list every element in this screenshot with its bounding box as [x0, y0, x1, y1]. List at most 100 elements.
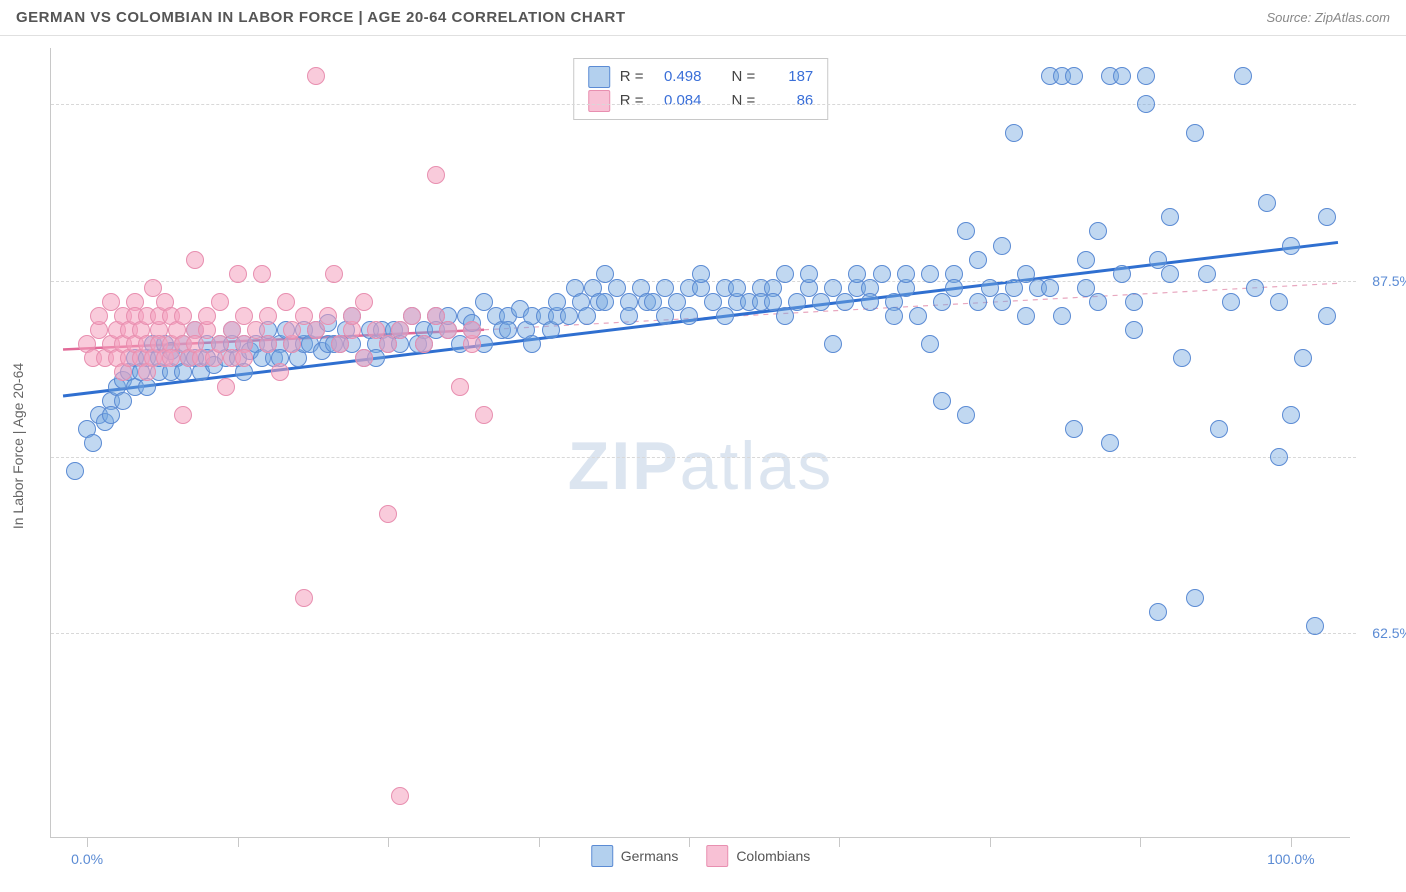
n-value: 187: [765, 65, 813, 89]
scatter-point: [993, 293, 1011, 311]
legend-swatch: [706, 845, 728, 867]
scatter-point: [295, 589, 313, 607]
gridline-horizontal: [51, 633, 1356, 634]
legend-label: Colombians: [736, 848, 810, 864]
scatter-point: [379, 335, 397, 353]
x-tick: [238, 837, 239, 847]
scatter-point: [1125, 321, 1143, 339]
scatter-point: [1318, 307, 1336, 325]
scatter-point: [162, 349, 180, 367]
source-attribution: Source: ZipAtlas.com: [1266, 10, 1390, 25]
legend-swatch: [588, 90, 610, 112]
scatter-point: [1270, 448, 1288, 466]
scatter-point: [325, 265, 343, 283]
scatter-point: [969, 251, 987, 269]
r-label: R =: [620, 89, 644, 113]
scatter-point: [1137, 67, 1155, 85]
scatter-point: [277, 293, 295, 311]
scatter-point: [253, 265, 271, 283]
scatter-point: [1137, 95, 1155, 113]
bottom-legend: Germans Colombians: [591, 845, 811, 867]
x-tick: [87, 837, 88, 847]
scatter-point: [1089, 222, 1107, 240]
legend-item: Colombians: [706, 845, 810, 867]
scatter-point: [1005, 124, 1023, 142]
scatter-point: [993, 237, 1011, 255]
n-value: 86: [765, 89, 813, 113]
watermark-bold: ZIP: [568, 428, 680, 504]
scatter-point: [897, 265, 915, 283]
x-tick: [839, 837, 840, 847]
scatter-point: [1246, 279, 1264, 297]
scatter-point: [1173, 349, 1191, 367]
x-tick-label: 100.0%: [1267, 851, 1314, 867]
scatter-point: [259, 335, 277, 353]
scatter-point: [873, 265, 891, 283]
scatter-point: [463, 321, 481, 339]
n-label: N =: [732, 89, 756, 113]
scatter-point: [427, 166, 445, 184]
scatter-point: [861, 293, 879, 311]
y-axis-label: In Labor Force | Age 20-64: [10, 363, 26, 529]
scatter-point: [90, 307, 108, 325]
scatter-point: [620, 307, 638, 325]
x-tick: [990, 837, 991, 847]
legend-stats-box: R = 0.498 N = 187 R = 0.084 N = 86: [573, 58, 829, 120]
scatter-point: [174, 406, 192, 424]
scatter-point: [812, 293, 830, 311]
scatter-point: [523, 335, 541, 353]
scatter-point: [114, 392, 132, 410]
scatter-point: [343, 307, 361, 325]
legend-swatch: [588, 66, 610, 88]
gridline-horizontal: [51, 104, 1356, 105]
x-tick: [689, 837, 690, 847]
scatter-point: [1161, 208, 1179, 226]
scatter-point: [415, 335, 433, 353]
r-label: R =: [620, 65, 644, 89]
scatter-point: [499, 321, 517, 339]
r-value: 0.498: [654, 65, 702, 89]
scatter-point: [391, 787, 409, 805]
scatter-point: [217, 378, 235, 396]
scatter-point: [355, 349, 373, 367]
scatter-point: [1282, 237, 1300, 255]
x-tick: [1140, 837, 1141, 847]
scatter-point: [692, 265, 710, 283]
scatter-point: [1089, 293, 1107, 311]
gridline-horizontal: [51, 457, 1356, 458]
scatter-point: [283, 321, 301, 339]
scatter-point: [578, 307, 596, 325]
scatter-point: [355, 293, 373, 311]
scatter-point: [439, 321, 457, 339]
scatter-point: [776, 307, 794, 325]
r-value: 0.084: [654, 89, 702, 113]
scatter-point: [1065, 67, 1083, 85]
scatter-point: [451, 378, 469, 396]
scatter-point: [788, 293, 806, 311]
scatter-point: [716, 307, 734, 325]
scatter-point: [596, 293, 614, 311]
scatter-point: [1318, 208, 1336, 226]
scatter-point: [319, 307, 337, 325]
scatter-point: [1270, 293, 1288, 311]
scatter-point: [102, 406, 120, 424]
scatter-point: [271, 363, 289, 381]
scatter-point: [1149, 603, 1167, 621]
scatter-point: [1053, 307, 1071, 325]
scatter-point: [921, 335, 939, 353]
scatter-point: [66, 462, 84, 480]
scatter-point: [186, 251, 204, 269]
scatter-point: [945, 279, 963, 297]
scatter-point: [933, 293, 951, 311]
x-tick: [1291, 837, 1292, 847]
legend-stats-row: R = 0.498 N = 187: [588, 65, 814, 89]
scatter-point: [1065, 420, 1083, 438]
scatter-point: [909, 307, 927, 325]
scatter-point: [259, 307, 277, 325]
scatter-point: [379, 505, 397, 523]
scatter-point: [1005, 279, 1023, 297]
legend-label: Germans: [621, 848, 679, 864]
trend-lines-layer: [51, 48, 1350, 837]
chart-title: GERMAN VS COLOMBIAN IN LABOR FORCE | AGE…: [16, 9, 626, 26]
scatter-point: [560, 307, 578, 325]
